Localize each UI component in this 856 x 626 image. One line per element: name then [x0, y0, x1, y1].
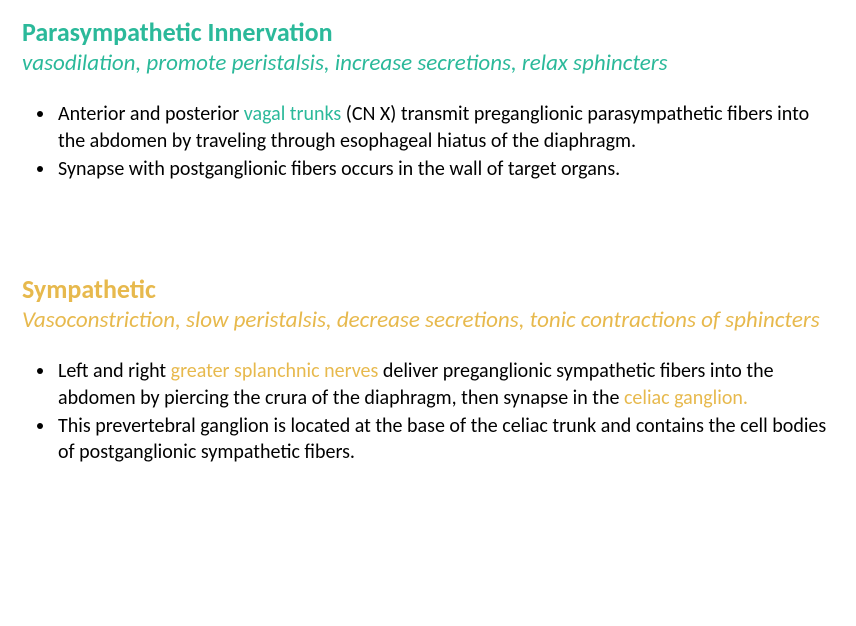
sympathetic-bullets: Left and right greater splanchnic nerves… — [22, 358, 834, 466]
list-item: Left and right greater splanchnic nerves… — [56, 358, 834, 411]
text-run: This prevertebral ganglion is located at… — [58, 414, 826, 464]
list-item: This prevertebral ganglion is located at… — [56, 413, 834, 466]
text-run: Anterior and posterior — [58, 102, 244, 126]
text-run: celiac ganglion. — [624, 386, 748, 410]
list-item: Anterior and posterior vagal trunks (CN … — [56, 101, 834, 154]
text-run: vagal trunks — [244, 102, 341, 126]
section-gap — [22, 185, 834, 275]
text-run: Left and right — [58, 359, 171, 383]
text-run: greater splanchnic nerves — [171, 359, 379, 383]
sympathetic-subtitle: Vasoconstriction, slow peristalsis, decr… — [22, 307, 834, 335]
parasympathetic-subtitle: vasodilation, promote peristalsis, incre… — [22, 50, 834, 78]
list-item: Synapse with postganglionic fibers occur… — [56, 156, 834, 182]
parasympathetic-bullets: Anterior and posterior vagal trunks (CN … — [22, 101, 834, 182]
sympathetic-title: Sympathetic — [22, 275, 834, 305]
slide-page: Parasympathetic Innervation vasodilation… — [0, 0, 856, 486]
parasympathetic-title: Parasympathetic Innervation — [22, 18, 834, 48]
text-run: Synapse with postganglionic fibers occur… — [58, 157, 620, 181]
